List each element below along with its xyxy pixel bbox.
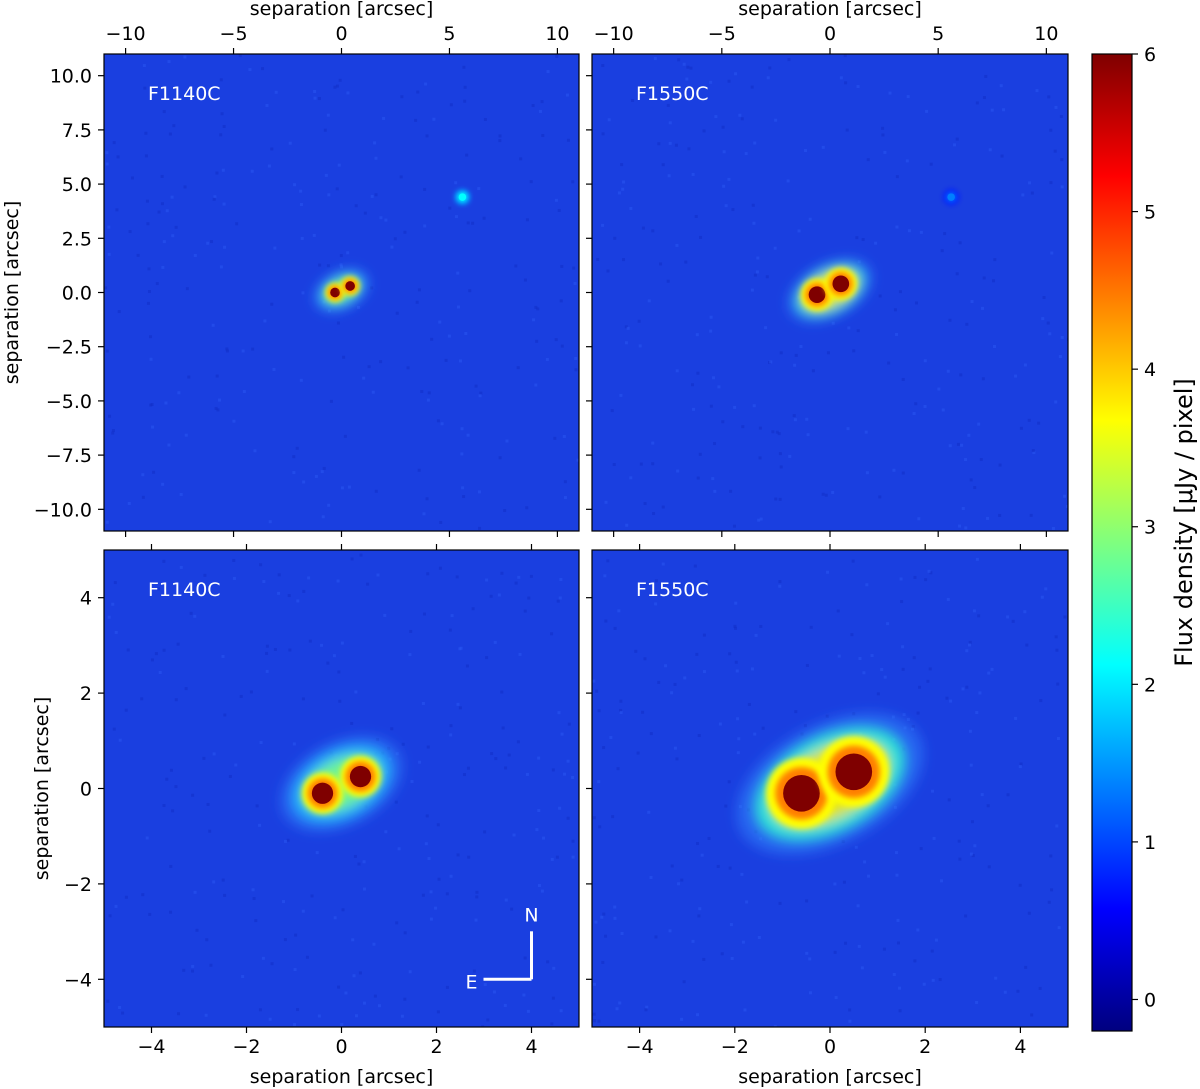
colorbar-tick-label: 5 bbox=[1144, 202, 1156, 224]
panel-label: F1550C bbox=[636, 83, 709, 105]
x-tick-label: 0 bbox=[335, 23, 347, 45]
heatmap-image bbox=[104, 550, 579, 1027]
disk-lobe bbox=[301, 772, 344, 814]
x-tick-label: 5 bbox=[443, 23, 455, 45]
x-tick-label: 10 bbox=[545, 23, 569, 45]
colorbar-frame bbox=[1091, 53, 1133, 1032]
x-tick-label: 4 bbox=[525, 1036, 537, 1058]
x-tick-label: 5 bbox=[932, 23, 944, 45]
x-axis-label: separation [arcsec] bbox=[250, 1066, 434, 1088]
y-tick-label: −10.0 bbox=[34, 499, 92, 521]
x-tick-label: −5 bbox=[708, 23, 736, 45]
x-tick-label: −4 bbox=[137, 1036, 165, 1058]
x-tick-label: −10 bbox=[106, 23, 146, 45]
colorbar-tick-label: 6 bbox=[1144, 44, 1156, 66]
y-tick-label: −2 bbox=[64, 874, 92, 896]
y-tick-label: −4 bbox=[64, 969, 92, 991]
disk-lobe bbox=[325, 283, 345, 302]
colorbar-tick-label: 3 bbox=[1144, 517, 1156, 539]
colorbar-tick-label: 0 bbox=[1144, 989, 1156, 1011]
colorbar: 0 1 2 3 4 5 6 Flux density [μJy / pixel] bbox=[1091, 44, 1198, 1032]
heatmap-image bbox=[592, 550, 1068, 1027]
compass-north-label: N bbox=[524, 904, 538, 926]
y-tick-label: −5.0 bbox=[46, 391, 92, 413]
disk-lobe bbox=[339, 756, 382, 798]
panel-label: F1550C bbox=[636, 579, 709, 601]
x-axis-label: separation [arcsec] bbox=[738, 0, 922, 20]
y-axis-label: separation [arcsec] bbox=[31, 697, 53, 881]
x-axis-label: separation [arcsec] bbox=[738, 1066, 922, 1088]
colorbar-tick-label: 2 bbox=[1144, 674, 1156, 696]
y-tick-label: 2 bbox=[80, 683, 92, 705]
x-tick-label: 2 bbox=[919, 1036, 931, 1058]
heatmap-image bbox=[592, 54, 1068, 531]
panel-label: F1140C bbox=[148, 83, 221, 105]
panel-2: −10 −5 0 5 10 separation [arcsec] F1550C bbox=[586, 0, 1069, 537]
x-tick-label: 0 bbox=[824, 23, 836, 45]
y-axis-label: separation [arcsec] bbox=[1, 201, 23, 385]
panel-3: −4 −2 0 2 4 separation [arcsec] 4 2 0 −2 −4 separat… bbox=[31, 544, 580, 1088]
x-tick-label: −5 bbox=[220, 23, 248, 45]
y-tick-label: 10.0 bbox=[50, 66, 92, 88]
disk-lobe bbox=[824, 267, 857, 300]
panel-1: −10 −5 0 5 10 separation [arcsec] 10.0 7.5 5.0 2.… bbox=[1, 0, 580, 537]
disk-lobe bbox=[340, 276, 360, 296]
x-tick-label: −2 bbox=[721, 1036, 749, 1058]
x-tick-label: 0 bbox=[824, 1036, 836, 1058]
disk-lobe bbox=[766, 757, 837, 829]
colorbar-label: Flux density [μJy / pixel] bbox=[1170, 378, 1198, 667]
panel-label: F1140C bbox=[148, 579, 221, 601]
panel-4: −4 −2 0 2 4 separation [arcsec] F1550C bbox=[586, 544, 1069, 1088]
compass-east-label: E bbox=[465, 971, 477, 993]
x-axis-label: separation [arcsec] bbox=[250, 0, 434, 20]
x-tick-label: 0 bbox=[335, 1036, 347, 1058]
x-tick-label: 2 bbox=[430, 1036, 442, 1058]
x-tick-label: 10 bbox=[1034, 23, 1058, 45]
heatmap-image bbox=[104, 54, 579, 531]
y-tick-label: 2.5 bbox=[62, 228, 92, 250]
x-tick-label: −2 bbox=[232, 1036, 260, 1058]
x-tick-label: 4 bbox=[1014, 1036, 1026, 1058]
compass-arrows: NE bbox=[465, 904, 538, 993]
y-tick-label: −2.5 bbox=[46, 337, 92, 359]
y-tick-label: 7.5 bbox=[62, 120, 92, 142]
companion-source bbox=[455, 189, 470, 205]
colorbar-gradient bbox=[1092, 54, 1132, 1031]
x-tick-label: −10 bbox=[594, 23, 634, 45]
x-tick-label: −4 bbox=[626, 1036, 654, 1058]
y-tick-label: −7.5 bbox=[46, 445, 92, 467]
colorbar-tick-label: 4 bbox=[1144, 359, 1156, 381]
y-tick-label: 5.0 bbox=[62, 174, 92, 196]
companion-source bbox=[943, 189, 959, 205]
disk-lobe bbox=[818, 736, 890, 808]
y-tick-label: 0.0 bbox=[62, 283, 92, 305]
colorbar-tick-label: 1 bbox=[1144, 832, 1156, 854]
y-tick-label: 4 bbox=[80, 588, 92, 610]
y-tick-label: 0 bbox=[80, 779, 92, 801]
